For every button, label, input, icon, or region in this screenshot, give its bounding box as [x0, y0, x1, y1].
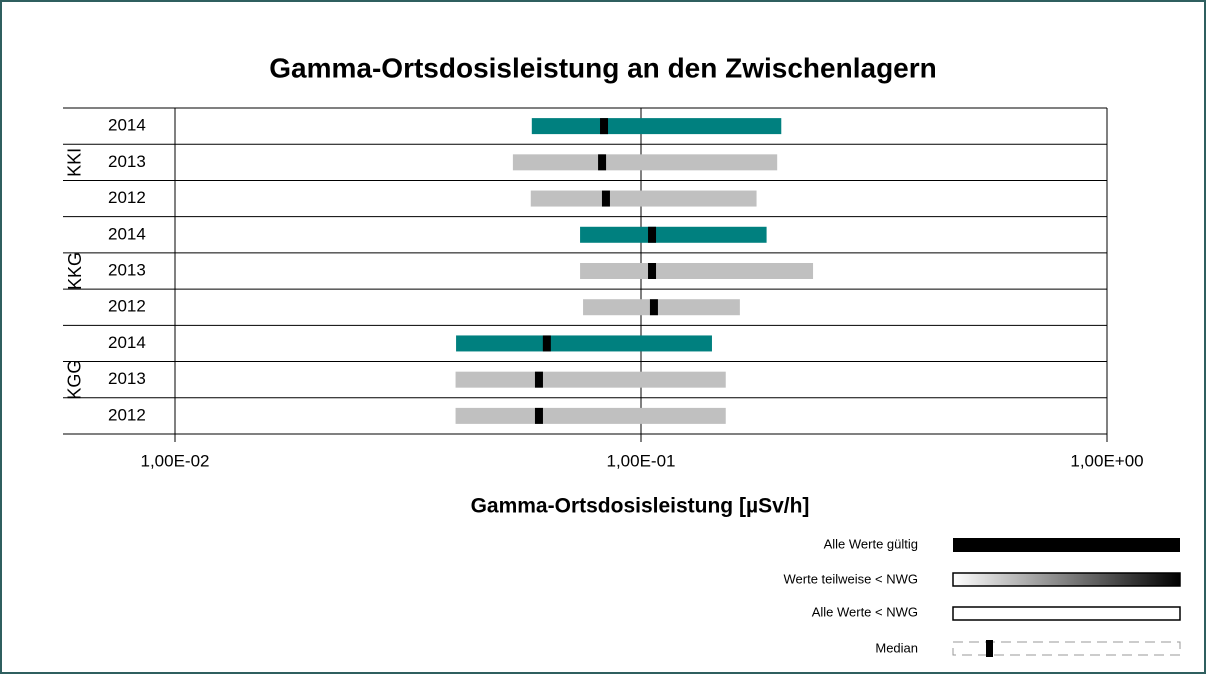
legend: Alle Werte gültig Werte teilweise < NWG …	[784, 536, 1181, 657]
legend-label: Alle Werte gültig	[824, 536, 918, 551]
legend-label: Werte teilweise < NWG	[784, 571, 919, 586]
y-tick-label: 2012	[108, 297, 146, 316]
legend-label: Median	[875, 640, 918, 655]
y-tick-label: 2013	[108, 152, 146, 171]
range-bar	[512, 154, 778, 171]
group-label: KGG	[65, 360, 85, 400]
range-bar	[455, 407, 726, 424]
legend-swatch	[986, 640, 993, 657]
median-mark	[534, 407, 543, 424]
range-bar	[530, 190, 757, 207]
x-tick-label: 1,00E-01	[607, 451, 676, 470]
legend-label: Alle Werte < NWG	[812, 604, 918, 619]
legend-swatch	[952, 641, 1181, 656]
range-bar	[456, 335, 712, 352]
range-bar	[580, 263, 814, 279]
range-bar	[580, 226, 767, 243]
y-tick-label: 2013	[108, 260, 146, 279]
y-tick-label: 2013	[108, 369, 146, 388]
y-tick-label: 2014	[108, 333, 146, 352]
y-tick-label: 2012	[108, 405, 146, 424]
range-bar	[531, 118, 782, 135]
y-tick-label: 2014	[108, 224, 146, 243]
y-tick-label: 2012	[108, 188, 146, 207]
median-mark	[600, 118, 609, 135]
group-label: KKG	[65, 252, 85, 290]
median-mark	[649, 299, 658, 316]
group-label: KKI	[65, 148, 85, 177]
range-bar	[455, 371, 726, 388]
median-mark	[542, 335, 551, 352]
x-axis-title: Gamma-Ortsdosisleistung [µSv/h]	[471, 495, 810, 518]
median-mark	[598, 154, 607, 171]
x-tick-label: 1,00E+00	[1070, 451, 1143, 470]
median-mark	[648, 263, 657, 279]
y-tick-label: 2014	[108, 116, 146, 135]
median-mark	[601, 190, 610, 207]
legend-swatch	[953, 538, 1180, 552]
x-tick-label: 1,00E-02	[141, 451, 210, 470]
range-bar	[583, 299, 740, 316]
chart-title: Gamma-Ortsdosisleistung an den Zwischenl…	[269, 52, 937, 83]
median-mark	[534, 371, 543, 388]
median-mark	[648, 226, 657, 243]
legend-swatch	[952, 572, 1181, 587]
legend-swatch	[952, 606, 1181, 621]
